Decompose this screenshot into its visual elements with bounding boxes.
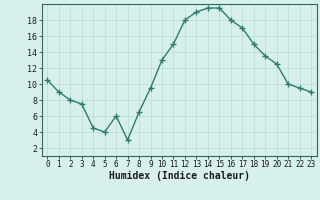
X-axis label: Humidex (Indice chaleur): Humidex (Indice chaleur)	[109, 171, 250, 181]
